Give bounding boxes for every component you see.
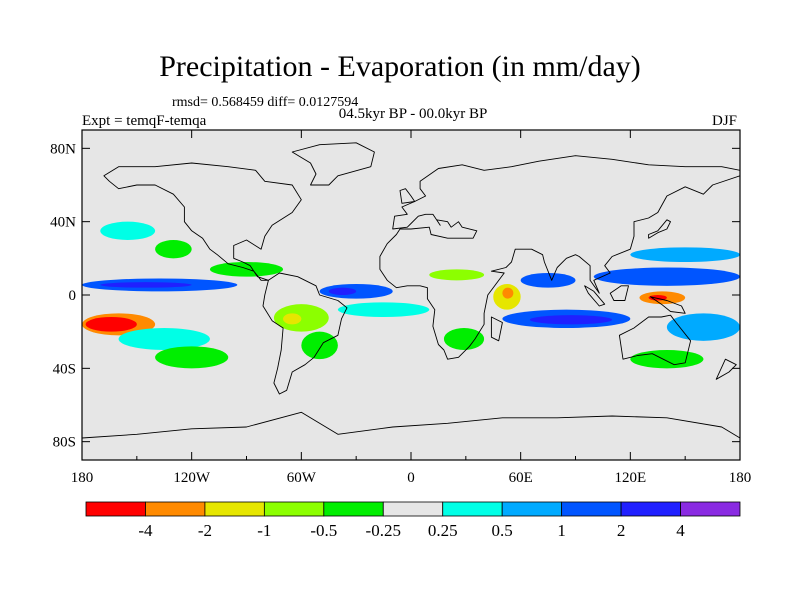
y-tick-label: 80N xyxy=(50,141,76,157)
coastline-eurasia-africa xyxy=(379,155,740,360)
colorbar-label: 2 xyxy=(617,521,626,540)
colorbar-swatch xyxy=(382,501,444,517)
colorbar-label: -1 xyxy=(257,521,271,540)
anomaly-indian-ocean-wet-core xyxy=(529,315,613,325)
coastlines xyxy=(82,142,740,439)
y-tick-label: 40S xyxy=(53,361,76,377)
colorbar-swatch xyxy=(620,501,681,517)
coastline-uk xyxy=(399,188,416,204)
x-tick-label: 120W xyxy=(173,470,211,486)
colorbar-swatch xyxy=(323,501,384,517)
anomaly-amazon-wet xyxy=(273,304,329,332)
anomaly-north-pacific-jet xyxy=(630,247,740,262)
y-tick-label: 0 xyxy=(69,288,77,304)
colorbar-swatch xyxy=(145,501,206,517)
anomaly-west-pacific-warm-pool xyxy=(593,267,740,286)
coastline-antarctica-coast xyxy=(82,411,740,439)
colorbar-swatch xyxy=(85,501,146,517)
y-tick-label: 80S xyxy=(53,435,76,451)
anomaly-south-america-east xyxy=(301,331,338,360)
anomaly-north-pacific-cyan xyxy=(100,221,156,240)
anomaly-africa-south-green xyxy=(443,328,485,350)
colorbar-swatch xyxy=(680,501,741,517)
colorbar-label: -0.5 xyxy=(310,521,337,540)
coastline-north-america xyxy=(103,162,302,281)
anomaly-australia-south xyxy=(630,350,704,369)
coastline-japan xyxy=(648,219,671,239)
coastline-borneo xyxy=(609,285,629,301)
map-background xyxy=(82,130,740,460)
coastline-sumatra xyxy=(584,285,606,307)
anomaly-arabian-sea-wet xyxy=(520,273,576,288)
anomaly-south-pacific-dry-core xyxy=(85,317,137,332)
chart-title: Precipitation - Evaporation (in mm/day) xyxy=(159,50,641,83)
colorbar-swatch xyxy=(204,501,265,517)
coastline-madagascar xyxy=(490,316,503,342)
map-axes: 180 120W 60W 0 60E 120E 180 80N 40N 0 40S 80S xyxy=(50,129,752,486)
colorbar-swatch xyxy=(263,501,325,517)
colorbar-label: 0.25 xyxy=(428,521,458,540)
anomaly-amazon-wet-core xyxy=(283,313,302,325)
colorbar-label: -4 xyxy=(138,521,153,540)
anomaly-south-pacific-convergence xyxy=(666,313,740,341)
x-tick-label: 120E xyxy=(614,470,646,486)
colorbar-label: -0.25 xyxy=(366,521,401,540)
experiment-label: Expt = temqF-temqa xyxy=(82,113,207,129)
x-tick-label: 60E xyxy=(509,470,533,486)
anomaly-south-pacific-green xyxy=(155,346,229,369)
anomaly-central-america-wet xyxy=(209,262,284,277)
colorbar: -4 -2 -1 -0.5 -0.25 0.25 0.5 1 2 4 xyxy=(85,501,741,540)
anomaly-south-atlantic-cyan xyxy=(337,302,430,317)
chart-subtitle: 04.5kyr BP - 00.0kyr BP xyxy=(338,106,488,122)
map-plot-area xyxy=(82,130,740,460)
anomaly-pacific-itcz-north-core xyxy=(100,282,192,288)
season-label: DJF xyxy=(712,113,738,129)
x-tick-label: 180 xyxy=(729,470,752,486)
anomaly-north-pacific-green xyxy=(155,240,192,259)
anomaly-atlantic-itcz-core xyxy=(328,287,357,296)
colorbar-label: 1 xyxy=(557,521,566,540)
colorbar-swatch xyxy=(561,501,622,517)
y-tick-label: 40N xyxy=(50,215,76,231)
x-tick-label: 60W xyxy=(287,470,317,486)
coastline-greenland xyxy=(291,142,375,186)
x-tick-label: 0 xyxy=(407,470,415,486)
field-anomalies xyxy=(82,221,740,369)
anomaly-africa-sahel xyxy=(429,269,485,281)
colorbar-label: -2 xyxy=(198,521,212,540)
anomaly-western-indian-dry-core xyxy=(502,287,514,299)
x-tick-label: 180 xyxy=(71,470,94,486)
colorbar-label: 0.5 xyxy=(492,521,513,540)
stats-label: rmsd= 0.568459 diff= 0.0127594 xyxy=(172,95,359,110)
coastline-south-america xyxy=(262,272,348,395)
anomaly-south-pacific-moist xyxy=(118,328,210,350)
colorbar-swatch xyxy=(442,501,503,517)
colorbar-swatch xyxy=(501,501,563,517)
coastline-australia xyxy=(618,314,692,366)
coastline-new-zealand xyxy=(715,358,737,380)
colorbar-label: 4 xyxy=(676,521,685,540)
coastline-new-guinea xyxy=(649,296,686,314)
